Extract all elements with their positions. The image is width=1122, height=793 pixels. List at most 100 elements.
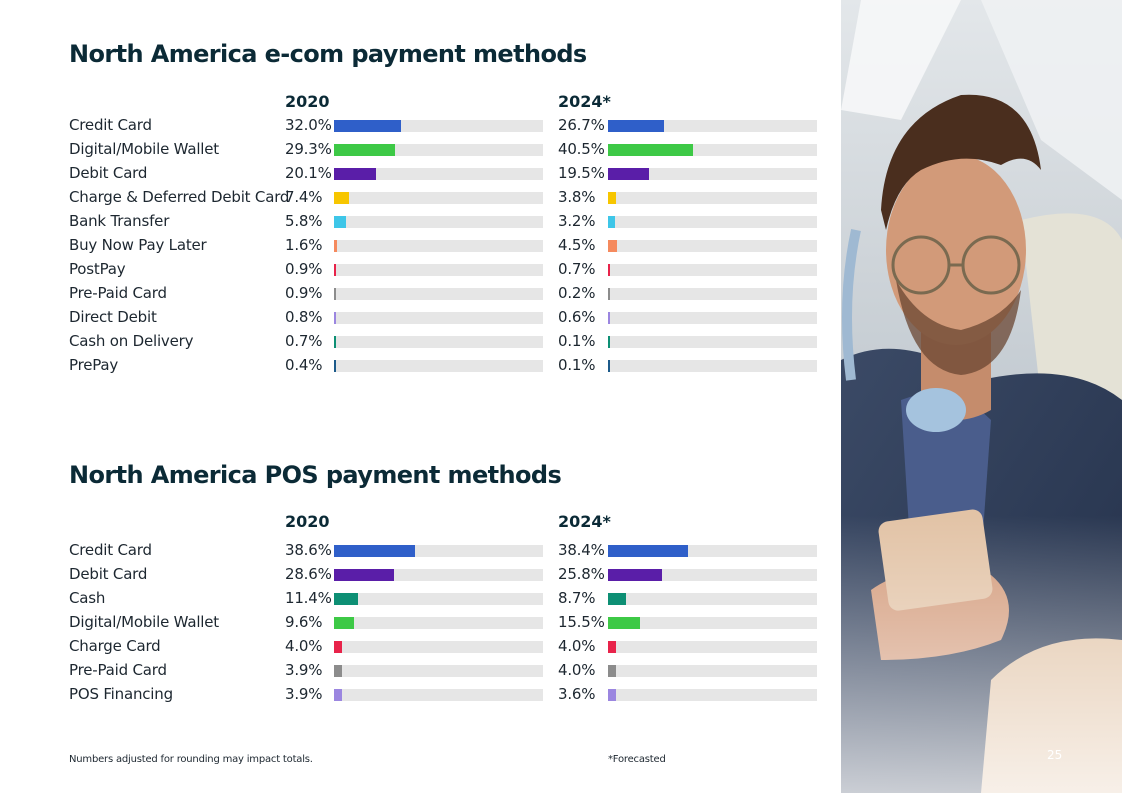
pos-value-label-2020: 11.4% [285,589,332,607]
pos-category-label: Credit Card [69,541,152,559]
ecom-bar-2020 [334,360,336,372]
pos-bar-2020 [334,545,415,557]
ecom-bar-track [608,360,817,372]
ecom-bar-2024 [608,312,610,324]
ecom-value-label-2024: 40.5% [558,140,605,158]
ecom-category-label: PostPay [69,260,126,278]
ecom-bar-track [608,120,817,132]
ecom-value-label-2020: 1.6% [285,236,323,254]
pos-bar-track [334,545,543,557]
pos-value-label-2020: 38.6% [285,541,332,559]
ecom-bar-track [334,168,543,180]
ecom-value-label-2024: 0.6% [558,308,596,326]
ecom-bar-2020 [334,240,337,252]
ecom-bar-2024 [608,360,610,372]
ecom-bar-track [608,240,817,252]
ecom-bar-track [334,312,543,324]
ecom-value-label-2020: 0.4% [285,356,323,374]
ecom-bar-2020 [334,312,336,324]
ecom-section-title: North America e-com payment methods [69,40,587,68]
pos-value-label-2020: 3.9% [285,661,323,679]
ecom-value-label-2020: 20.1% [285,164,332,182]
ecom-value-label-2024: 3.8% [558,188,596,206]
pos-bar-2020 [334,617,354,629]
pos-bar-track [608,689,817,701]
ecom-category-label: Charge & Deferred Debit Card [69,188,290,206]
ecom-category-label: Cash on Delivery [69,332,194,350]
ecom-value-label-2020: 0.7% [285,332,323,350]
pos-row: Debit Card 28.6% 25.8% [0,563,840,587]
rounding-footnote: Numbers adjusted for rounding may impact… [69,754,313,765]
pos-bar-2020 [334,689,342,701]
ecom-category-label: PrePay [69,356,119,374]
ecom-row: Charge & Deferred Debit Card 7.4% 3.8% [0,186,840,210]
ecom-bar-2020 [334,216,346,228]
ecom-bar-track [608,168,817,180]
pos-bar-track [608,569,817,581]
pos-value-label-2024: 4.0% [558,661,596,679]
ecom-bar-track [608,192,817,204]
ecom-category-label: Digital/Mobile Wallet [69,140,219,158]
ecom-bar-track [608,288,817,300]
pos-bar-2020 [334,665,342,677]
ecom-row: Bank Transfer 5.8% 3.2% [0,210,840,234]
pos-bar-track [334,569,543,581]
pos-row: Credit Card 38.6% 38.4% [0,539,840,563]
ecom-bar-track [334,336,543,348]
pos-bar-track [334,641,543,653]
ecom-row: PostPay 0.9% 0.7% [0,258,840,282]
pos-bar-track [608,593,817,605]
ecom-row: PrePay 0.4% 0.1% [0,354,840,378]
ecom-value-label-2024: 0.2% [558,284,596,302]
ecom-category-label: Debit Card [69,164,148,182]
ecom-bar-2020 [334,264,336,276]
ecom-bar-track [608,216,817,228]
ecom-category-label: Pre-Paid Card [69,284,167,302]
ecom-bar-track [334,240,543,252]
ecom-value-label-2020: 5.8% [285,212,323,230]
pos-bar-track [334,617,543,629]
pos-value-label-2020: 9.6% [285,613,323,631]
pos-category-label: Debit Card [69,565,148,583]
ecom-value-label-2020: 32.0% [285,116,332,134]
pos-value-label-2024: 4.0% [558,637,596,655]
pos-value-label-2024: 3.6% [558,685,596,703]
pos-bar-track [334,689,543,701]
ecom-value-label-2020: 0.9% [285,260,323,278]
ecom-bar-track [608,264,817,276]
ecom-bar-track [608,336,817,348]
pos-row: POS Financing 3.9% 3.6% [0,683,840,707]
ecom-bar-2020 [334,288,336,300]
ecom-bar-track [334,264,543,276]
ecom-bar-track [608,144,817,156]
pos-bar-2024 [608,569,662,581]
ecom-row: Digital/Mobile Wallet 29.3% 40.5% [0,138,840,162]
ecom-value-label-2020: 0.9% [285,284,323,302]
ecom-value-label-2024: 26.7% [558,116,605,134]
pos-bar-2020 [334,593,358,605]
ecom-row: Credit Card 32.0% 26.7% [0,114,840,138]
ecom-bar-track [334,192,543,204]
ecom-bar-track [608,312,817,324]
ecom-bar-2020 [334,168,376,180]
ecom-bar-2020 [334,144,395,156]
man-with-phone-photo: 25 [841,0,1122,793]
pos-bar-track [334,665,543,677]
ecom-bar-2024 [608,216,615,228]
pos-value-label-2020: 4.0% [285,637,323,655]
ecom-category-label: Credit Card [69,116,152,134]
pos-bar-track [608,617,817,629]
ecom-value-label-2024: 4.5% [558,236,596,254]
photo-illustration [841,0,1122,793]
pos-row: Digital/Mobile Wallet 9.6% 15.5% [0,611,840,635]
pos-column-2020: 2020 [285,512,330,531]
ecom-column-2024: 2024* [558,92,611,111]
ecom-value-label-2020: 29.3% [285,140,332,158]
pos-value-label-2024: 8.7% [558,589,596,607]
pos-value-label-2020: 28.6% [285,565,332,583]
pos-bar-2024 [608,689,616,701]
ecom-bar-2024 [608,288,610,300]
pos-value-label-2024: 15.5% [558,613,605,631]
ecom-bar-2024 [608,168,649,180]
